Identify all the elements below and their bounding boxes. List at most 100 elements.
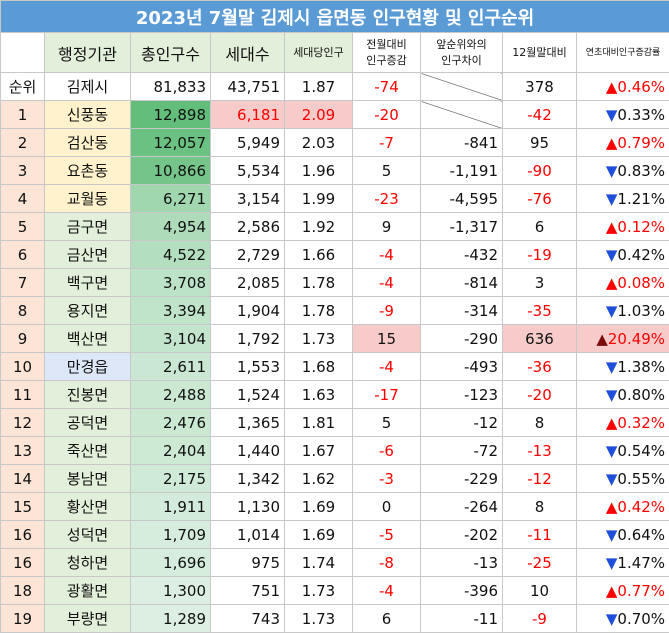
households-cell[interactable]: 975 xyxy=(211,549,285,577)
gap-cell[interactable]: -72 xyxy=(421,437,503,465)
mom-change-cell[interactable]: -6 xyxy=(353,437,421,465)
total-pop-cell[interactable]: 2,611 xyxy=(131,353,211,381)
gap-cell[interactable]: -841 xyxy=(421,129,503,157)
rank-cell[interactable]: 18 xyxy=(1,577,45,605)
rank-cell[interactable]: 11 xyxy=(1,381,45,409)
header-mom-change[interactable]: 전월대비 인구증감 xyxy=(353,33,421,73)
gap-cell[interactable]: -1,317 xyxy=(421,213,503,241)
households-cell[interactable]: 1,904 xyxy=(211,297,285,325)
total-pop-cell[interactable]: 1,911 xyxy=(131,493,211,521)
vs-december-cell[interactable]: -25 xyxy=(503,549,577,577)
name-cell[interactable]: 성덕면 xyxy=(45,521,131,549)
gap-cell[interactable]: -290 xyxy=(421,325,503,353)
ytd-rate-cell[interactable]: ▲0.42% xyxy=(577,493,669,521)
name-cell[interactable]: 만경읍 xyxy=(45,353,131,381)
summary-name[interactable]: 김제시 xyxy=(45,73,131,101)
total-pop-cell[interactable]: 10,866 xyxy=(131,157,211,185)
per-household-cell[interactable]: 1.62 xyxy=(285,465,353,493)
total-pop-cell[interactable]: 2,175 xyxy=(131,465,211,493)
name-cell[interactable]: 신풍동 xyxy=(45,101,131,129)
mom-change-cell[interactable]: -9 xyxy=(353,297,421,325)
households-cell[interactable]: 1,365 xyxy=(211,409,285,437)
summary-per-household[interactable]: 1.87 xyxy=(285,73,353,101)
rank-cell[interactable]: 2 xyxy=(1,129,45,157)
mom-change-cell[interactable]: 5 xyxy=(353,409,421,437)
ytd-rate-cell[interactable]: ▼0.83% xyxy=(577,157,669,185)
per-household-cell[interactable]: 1.63 xyxy=(285,381,353,409)
rank-cell[interactable]: 10 xyxy=(1,353,45,381)
per-household-cell[interactable]: 1.68 xyxy=(285,353,353,381)
vs-december-cell[interactable]: -13 xyxy=(503,437,577,465)
per-household-cell[interactable]: 1.78 xyxy=(285,297,353,325)
households-cell[interactable]: 6,181 xyxy=(211,101,285,129)
total-pop-cell[interactable]: 1,696 xyxy=(131,549,211,577)
rank-cell[interactable]: 15 xyxy=(1,493,45,521)
gap-cell[interactable]: -314 xyxy=(421,297,503,325)
households-cell[interactable]: 2,085 xyxy=(211,269,285,297)
sheet-title[interactable]: 2023년 7월말 김제시 읍면동 인구현황 및 인구순위 xyxy=(1,1,669,33)
total-pop-cell[interactable]: 3,708 xyxy=(131,269,211,297)
name-cell[interactable]: 봉남면 xyxy=(45,465,131,493)
gap-cell[interactable]: -13 xyxy=(421,549,503,577)
mom-change-cell[interactable]: 5 xyxy=(353,157,421,185)
rank-cell[interactable]: 14 xyxy=(1,465,45,493)
ytd-rate-cell[interactable]: ▼0.33% xyxy=(577,101,669,129)
name-cell[interactable]: 부량면 xyxy=(45,605,131,633)
households-cell[interactable]: 1,014 xyxy=(211,521,285,549)
ytd-rate-cell[interactable]: ▲0.12% xyxy=(577,213,669,241)
summary-rank-label[interactable]: 순위 xyxy=(1,73,45,101)
per-household-cell[interactable]: 1.96 xyxy=(285,157,353,185)
name-cell[interactable]: 금구면 xyxy=(45,213,131,241)
mom-change-cell[interactable]: -3 xyxy=(353,465,421,493)
header-agency[interactable]: 행정기관 xyxy=(45,33,131,73)
gap-cell[interactable]: -12 xyxy=(421,409,503,437)
rank-cell[interactable]: 16 xyxy=(1,521,45,549)
vs-december-cell[interactable]: -12 xyxy=(503,465,577,493)
total-pop-cell[interactable]: 4,954 xyxy=(131,213,211,241)
header-per-household[interactable]: 세대당인구 xyxy=(285,33,353,73)
total-pop-cell[interactable]: 12,057 xyxy=(131,129,211,157)
vs-december-cell[interactable]: -36 xyxy=(503,353,577,381)
vs-december-cell[interactable]: 636 xyxy=(503,325,577,353)
mom-change-cell[interactable]: -4 xyxy=(353,353,421,381)
households-cell[interactable]: 3,154 xyxy=(211,185,285,213)
households-cell[interactable]: 751 xyxy=(211,577,285,605)
total-pop-cell[interactable]: 2,404 xyxy=(131,437,211,465)
rank-cell[interactable]: 6 xyxy=(1,241,45,269)
summary-vs-december[interactable]: 378 xyxy=(503,73,577,101)
households-cell[interactable]: 1,440 xyxy=(211,437,285,465)
summary-mom-change[interactable]: -74 xyxy=(353,73,421,101)
summary-total-pop[interactable]: 81,833 xyxy=(131,73,211,101)
gap-cell[interactable]: -123 xyxy=(421,381,503,409)
name-cell[interactable]: 검산동 xyxy=(45,129,131,157)
gap-cell[interactable]: -814 xyxy=(421,269,503,297)
vs-december-cell[interactable]: -76 xyxy=(503,185,577,213)
name-cell[interactable]: 광활면 xyxy=(45,577,131,605)
gap-cell[interactable]: -11 xyxy=(421,605,503,633)
gap-cell[interactable]: -4,595 xyxy=(421,185,503,213)
vs-december-cell[interactable]: 95 xyxy=(503,129,577,157)
ytd-rate-cell[interactable]: ▲0.08% xyxy=(577,269,669,297)
per-household-cell[interactable]: 1.74 xyxy=(285,549,353,577)
total-pop-cell[interactable]: 1,709 xyxy=(131,521,211,549)
ytd-rate-cell[interactable]: ▲0.79% xyxy=(577,129,669,157)
rank-cell[interactable]: 9 xyxy=(1,325,45,353)
rank-cell[interactable]: 1 xyxy=(1,101,45,129)
per-household-cell[interactable]: 1.69 xyxy=(285,521,353,549)
name-cell[interactable]: 용지면 xyxy=(45,297,131,325)
gap-cell[interactable]: -1,191 xyxy=(421,157,503,185)
ytd-rate-cell[interactable]: ▼0.54% xyxy=(577,437,669,465)
per-household-cell[interactable]: 1.81 xyxy=(285,409,353,437)
vs-december-cell[interactable]: -42 xyxy=(503,101,577,129)
vs-december-cell[interactable]: -11 xyxy=(503,521,577,549)
rank-cell[interactable]: 12 xyxy=(1,409,45,437)
header-blank[interactable] xyxy=(1,33,45,73)
per-household-cell[interactable]: 1.92 xyxy=(285,213,353,241)
rank-cell[interactable]: 7 xyxy=(1,269,45,297)
mom-change-cell[interactable]: 9 xyxy=(353,213,421,241)
name-cell[interactable]: 죽산면 xyxy=(45,437,131,465)
vs-december-cell[interactable]: 8 xyxy=(503,409,577,437)
households-cell[interactable]: 1,792 xyxy=(211,325,285,353)
vs-december-cell[interactable]: 3 xyxy=(503,269,577,297)
gap-cell[interactable]: -396 xyxy=(421,577,503,605)
